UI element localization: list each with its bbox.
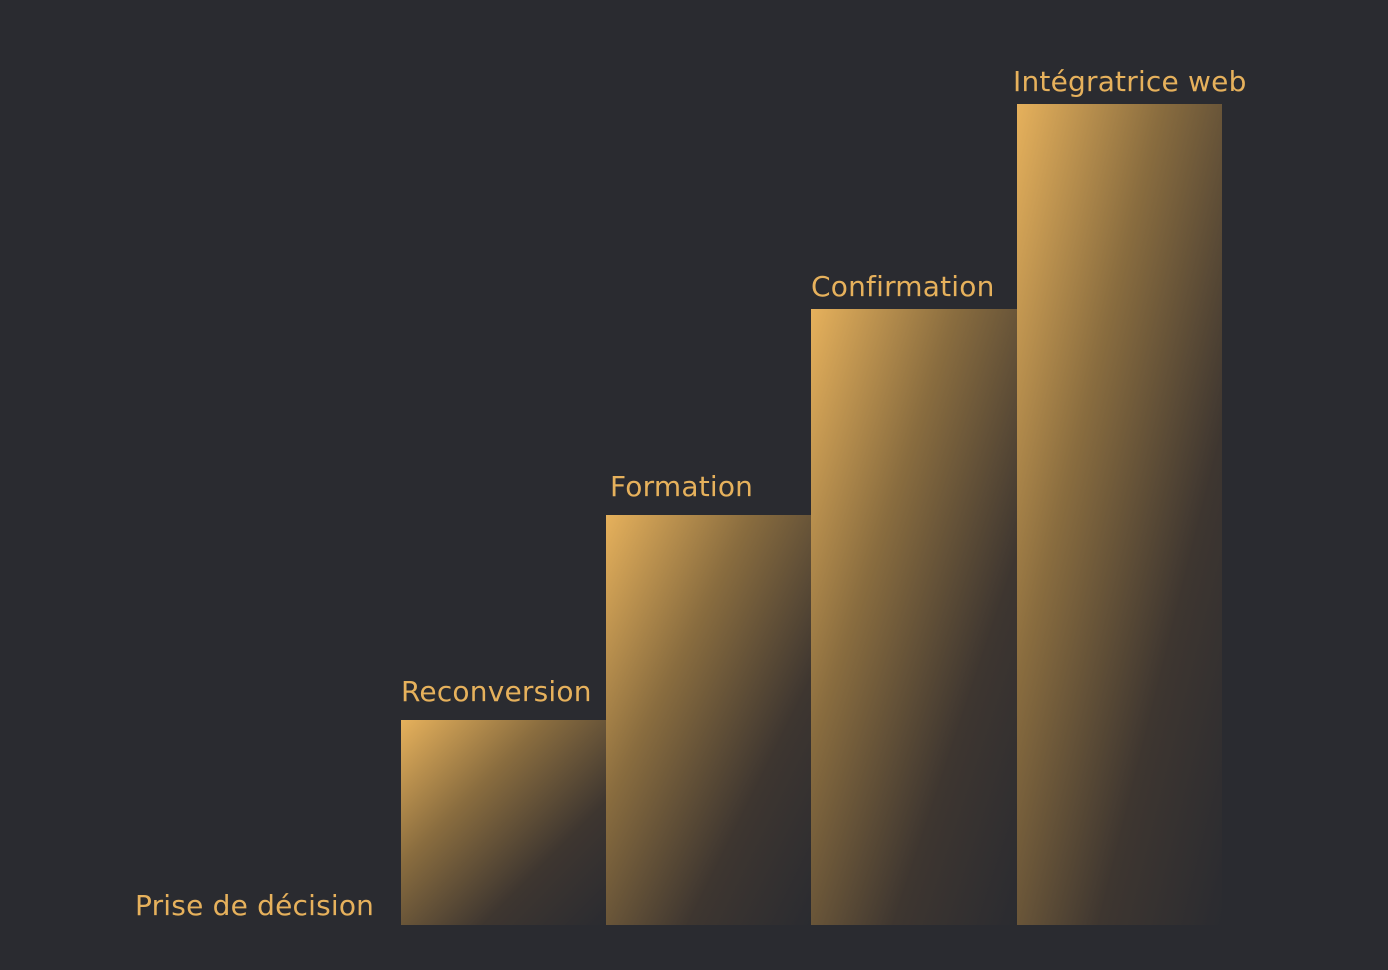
step-label-integratrice-web: Intégratrice web xyxy=(1013,65,1247,98)
stair-step-3 xyxy=(811,309,1017,925)
stair-step-2 xyxy=(606,515,811,925)
step-label-confirmation: Confirmation xyxy=(811,270,995,303)
step-label-formation: Formation xyxy=(610,470,754,503)
stair-step-1 xyxy=(401,720,606,925)
step-label-prise-de-decision: Prise de décision xyxy=(135,889,375,922)
step-label-reconversion: Reconversion xyxy=(401,675,592,708)
stair-step-4 xyxy=(1017,104,1222,925)
